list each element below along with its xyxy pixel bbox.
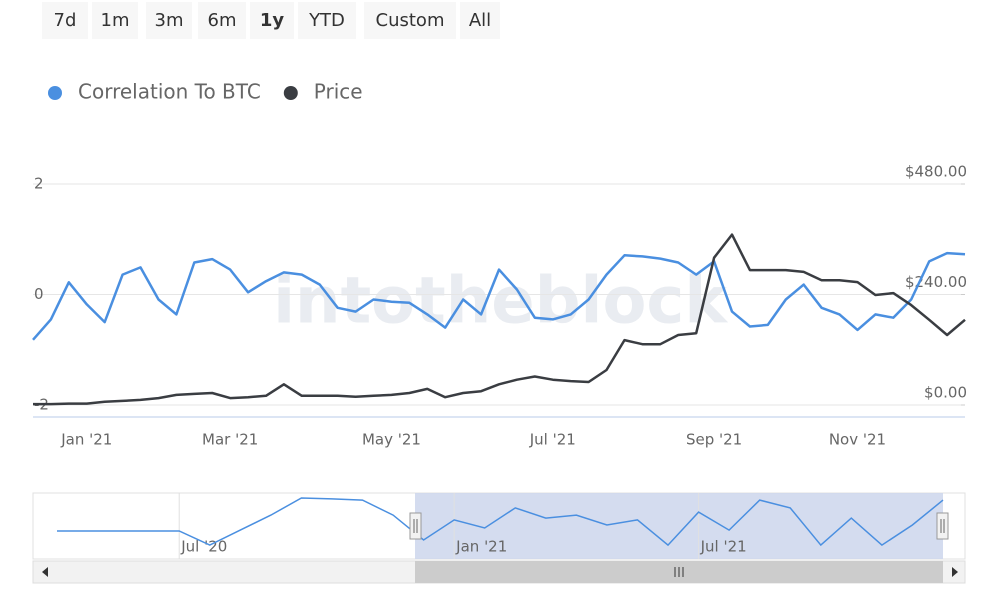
- range-button[interactable]: [198, 2, 246, 39]
- x-tick-label: May '21: [362, 431, 421, 449]
- range-button[interactable]: [364, 2, 456, 39]
- series-line: [33, 233, 966, 406]
- range-button[interactable]: [460, 2, 500, 39]
- x-tick-label: Nov '21: [829, 431, 886, 449]
- y-tick-label: 2: [34, 175, 44, 193]
- y2-tick-label: $480.00: [905, 163, 967, 181]
- y2-tick-label: $240.00: [905, 273, 967, 291]
- range-button[interactable]: [146, 2, 192, 39]
- range-button-label[interactable]: 1y: [260, 10, 285, 31]
- watermark: intotheblock: [273, 265, 728, 339]
- range-button-label[interactable]: YTD: [308, 10, 345, 31]
- range-button-label[interactable]: 6m: [208, 10, 237, 31]
- x-tick-label: Jul '21: [529, 431, 576, 449]
- range-button-label[interactable]: All: [469, 10, 491, 31]
- navigator-handle[interactable]: [409, 512, 422, 540]
- series-line: [32, 251, 966, 341]
- scroll-left-arrow[interactable]: [42, 567, 48, 577]
- navigator-label: Jan '21: [455, 538, 507, 556]
- range-button[interactable]: [298, 2, 356, 39]
- y-tick-label: 0: [34, 285, 44, 303]
- range-button[interactable]: [42, 2, 88, 39]
- range-button-label[interactable]: 7d: [54, 10, 77, 31]
- range-button-label[interactable]: 1m: [101, 10, 130, 31]
- range-button-label[interactable]: Custom: [376, 10, 445, 31]
- navigator-selection[interactable]: [415, 493, 943, 559]
- navigator-label: Jul '21: [700, 538, 747, 556]
- range-button-label[interactable]: 3m: [155, 10, 184, 31]
- y2-tick-label: $0.00: [924, 384, 967, 402]
- legend-label[interactable]: Correlation To BTC: [78, 80, 261, 104]
- x-tick-label: Sep '21: [686, 431, 742, 449]
- x-tick-label: Mar '21: [202, 431, 258, 449]
- x-tick-label: Jan '21: [60, 431, 112, 449]
- legend-marker: [48, 86, 62, 100]
- scroll-right-arrow[interactable]: [952, 567, 958, 577]
- legend-marker: [283, 86, 298, 100]
- range-button[interactable]: [92, 2, 138, 39]
- range-button[interactable]: [250, 2, 294, 39]
- plot: Correlation To BTC Price-202$0.00$240.00$…: [32, 80, 967, 449]
- legend-label[interactable]: Price: [314, 80, 363, 104]
- range-selector: 7d 1m 3m 6m 1y YTD Custom All: [42, 2, 500, 39]
- navigator-line: [57, 497, 944, 547]
- navigator: Jul '20 Jan '21 Jul '21: [57, 493, 944, 559]
- navigator-handle[interactable]: [936, 512, 949, 540]
